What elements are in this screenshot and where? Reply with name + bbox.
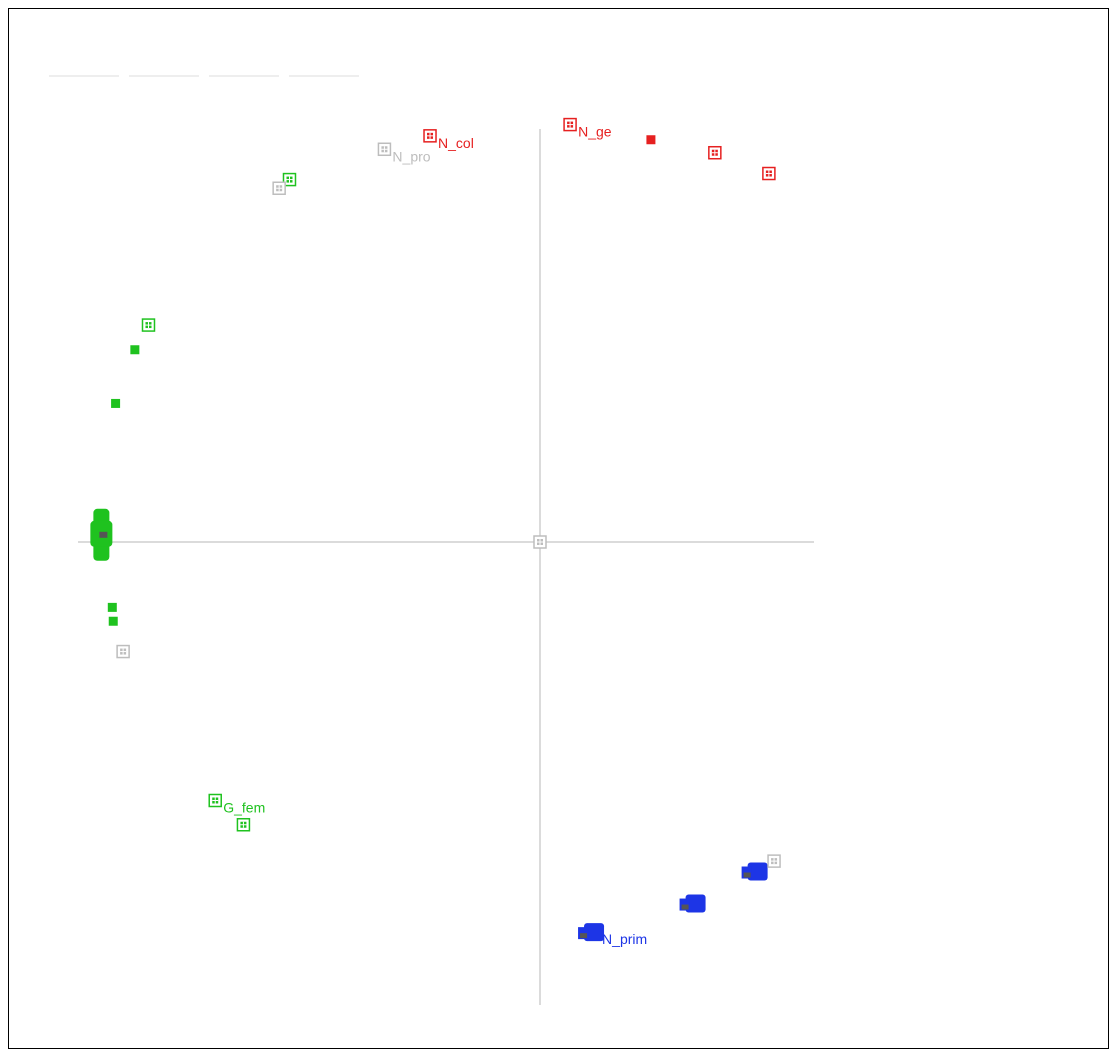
point-blue-0	[578, 923, 605, 942]
point-green-6	[108, 616, 118, 626]
point-green-7	[208, 793, 222, 808]
faint-header-text	[49, 67, 359, 77]
point-green-5	[107, 602, 117, 612]
point-gray-4	[767, 854, 781, 868]
point-green-2	[130, 345, 140, 355]
point-gray-0	[377, 142, 392, 157]
faint-header-graphic	[49, 75, 359, 77]
point-red-0	[423, 129, 437, 143]
cluster-inner	[580, 933, 588, 939]
point-label-n_col: N_col	[438, 135, 474, 151]
cluster-inner	[743, 872, 751, 878]
point-filled	[108, 616, 118, 626]
point-red-3	[708, 145, 722, 160]
point-red-1	[563, 117, 577, 132]
point-blue-2	[741, 862, 768, 881]
point-red-2	[646, 135, 656, 145]
cluster-body	[747, 862, 768, 881]
point-label-n_ge: N_ge	[578, 124, 612, 140]
point-green-4	[90, 508, 113, 561]
point-gray-2	[533, 535, 547, 549]
point-gray-3	[116, 644, 130, 659]
axes-group	[78, 129, 814, 1005]
point-gray-1	[272, 181, 286, 195]
marks-group	[90, 117, 781, 942]
point-filled	[107, 602, 117, 612]
cluster-inner	[681, 904, 689, 910]
point-filled	[111, 398, 121, 408]
point-label-n_prim: N_prim	[602, 931, 647, 947]
point-blue-1	[679, 894, 706, 913]
cluster-body	[685, 894, 706, 913]
point-label-g_fem: G_fem	[223, 800, 265, 816]
chart-frame: N_col N_ge G_fem N_prim N_pro	[8, 8, 1109, 1049]
point-green-1	[141, 318, 156, 332]
cluster-inner	[99, 531, 108, 538]
point-green-0	[282, 172, 297, 187]
scatter-plot: N_col N_ge G_fem N_prim N_pro	[78, 117, 814, 1005]
point-filled	[646, 135, 656, 145]
point-filled	[130, 345, 140, 355]
labels-group: N_col N_ge G_fem N_prim N_pro	[223, 124, 647, 948]
point-green-8	[236, 817, 251, 832]
point-red-4	[762, 166, 776, 181]
point-label-n_pro: N_pro	[392, 148, 430, 164]
cluster-body	[584, 923, 605, 942]
point-green-3	[111, 398, 121, 408]
